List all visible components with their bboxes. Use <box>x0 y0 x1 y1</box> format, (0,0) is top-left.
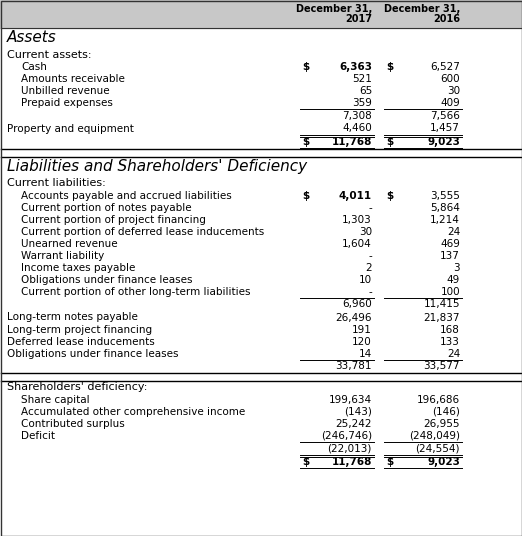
Text: 5,864: 5,864 <box>430 203 460 213</box>
Text: 1,457: 1,457 <box>430 123 460 133</box>
Text: 1,303: 1,303 <box>342 215 372 225</box>
Text: 9,023: 9,023 <box>427 137 460 147</box>
Text: Current portion of other long-term liabilities: Current portion of other long-term liabi… <box>21 287 251 297</box>
Text: 168: 168 <box>440 325 460 335</box>
Text: 199,634: 199,634 <box>329 395 372 405</box>
Text: $: $ <box>302 191 309 201</box>
Text: (246,746): (246,746) <box>321 431 372 441</box>
Text: Current portion of notes payable: Current portion of notes payable <box>21 203 192 213</box>
Text: 409: 409 <box>440 98 460 108</box>
Text: $: $ <box>302 62 309 72</box>
Text: 359: 359 <box>352 98 372 108</box>
Text: 11,768: 11,768 <box>331 137 372 147</box>
Text: 33,577: 33,577 <box>423 361 460 371</box>
Text: 7,566: 7,566 <box>430 110 460 121</box>
Text: 2: 2 <box>365 263 372 273</box>
Text: 600: 600 <box>441 74 460 84</box>
Text: 4,460: 4,460 <box>342 123 372 133</box>
Text: 137: 137 <box>440 251 460 261</box>
Text: Accounts payable and accrued liabilities: Accounts payable and accrued liabilities <box>21 191 232 201</box>
Text: 7,308: 7,308 <box>342 110 372 121</box>
Text: Warrant liability: Warrant liability <box>21 251 104 261</box>
Text: 4,011: 4,011 <box>339 191 372 201</box>
Text: Obligations under finance leases: Obligations under finance leases <box>7 349 179 359</box>
Text: Cash: Cash <box>21 62 47 72</box>
Text: 11,768: 11,768 <box>331 457 372 467</box>
Text: (248,049): (248,049) <box>409 431 460 441</box>
Text: 120: 120 <box>352 337 372 347</box>
Text: 9,023: 9,023 <box>427 457 460 467</box>
Text: 3: 3 <box>454 263 460 273</box>
Text: -: - <box>368 203 372 213</box>
Text: 100: 100 <box>441 287 460 297</box>
Text: 30: 30 <box>447 86 460 96</box>
Text: $: $ <box>302 137 309 147</box>
Text: Long-term project financing: Long-term project financing <box>7 325 152 335</box>
Text: 10: 10 <box>359 275 372 285</box>
Text: 2016: 2016 <box>433 14 460 24</box>
Text: (146): (146) <box>432 407 460 417</box>
Text: Unbilled revenue: Unbilled revenue <box>21 86 110 96</box>
Text: 26,955: 26,955 <box>423 419 460 429</box>
Text: 1,214: 1,214 <box>430 215 460 225</box>
Text: 2017: 2017 <box>345 14 372 24</box>
Text: 6,527: 6,527 <box>430 62 460 72</box>
Text: 11,415: 11,415 <box>423 300 460 309</box>
Text: Assets: Assets <box>7 31 57 46</box>
Text: Shareholders' deficiency:: Shareholders' deficiency: <box>7 383 147 392</box>
Text: (22,013): (22,013) <box>328 443 372 453</box>
Text: Deferred lease inducements: Deferred lease inducements <box>7 337 155 347</box>
Text: Accumulated other comprehensive income: Accumulated other comprehensive income <box>21 407 245 417</box>
Text: $: $ <box>386 137 393 147</box>
Text: Property and equipment: Property and equipment <box>7 123 134 133</box>
Text: Amounts receivable: Amounts receivable <box>21 74 125 84</box>
Text: 30: 30 <box>359 227 372 237</box>
Text: 24: 24 <box>447 349 460 359</box>
Text: 6,960: 6,960 <box>342 300 372 309</box>
Text: $: $ <box>386 457 393 467</box>
Text: 469: 469 <box>440 239 460 249</box>
Text: 26,496: 26,496 <box>336 312 372 323</box>
Text: Current assets:: Current assets: <box>7 49 91 59</box>
Text: -: - <box>368 287 372 297</box>
Text: Long-term notes payable: Long-term notes payable <box>7 312 138 323</box>
Text: Liabilities and Shareholders' Deficiency: Liabilities and Shareholders' Deficiency <box>7 160 307 175</box>
Text: 33,781: 33,781 <box>336 361 372 371</box>
Text: Income taxes payable: Income taxes payable <box>21 263 135 273</box>
Text: (24,554): (24,554) <box>416 443 460 453</box>
Text: Current portion of project financing: Current portion of project financing <box>21 215 206 225</box>
Text: Contributed surplus: Contributed surplus <box>21 419 125 429</box>
Text: (143): (143) <box>344 407 372 417</box>
Text: $: $ <box>302 457 309 467</box>
Text: 1,604: 1,604 <box>342 239 372 249</box>
Text: Current liabilities:: Current liabilities: <box>7 178 106 189</box>
Text: 25,242: 25,242 <box>336 419 372 429</box>
Text: 133: 133 <box>440 337 460 347</box>
Text: 196,686: 196,686 <box>417 395 460 405</box>
Text: December 31,: December 31, <box>384 4 460 14</box>
Text: 191: 191 <box>352 325 372 335</box>
Text: Share capital: Share capital <box>21 395 90 405</box>
Text: 49: 49 <box>447 275 460 285</box>
Text: 24: 24 <box>447 227 460 237</box>
Text: 3,555: 3,555 <box>430 191 460 201</box>
Text: 521: 521 <box>352 74 372 84</box>
Bar <box>0 0 522 28</box>
Text: Unearned revenue: Unearned revenue <box>21 239 117 249</box>
Text: $: $ <box>386 62 393 72</box>
Text: 65: 65 <box>359 86 372 96</box>
Text: Deficit: Deficit <box>21 431 55 441</box>
Text: December 31,: December 31, <box>296 4 372 14</box>
Text: Prepaid expenses: Prepaid expenses <box>21 98 113 108</box>
Text: -: - <box>368 251 372 261</box>
Text: 14: 14 <box>359 349 372 359</box>
Text: 21,837: 21,837 <box>423 312 460 323</box>
Text: Current portion of deferred lease inducements: Current portion of deferred lease induce… <box>21 227 264 237</box>
Text: 6,363: 6,363 <box>339 62 372 72</box>
Text: $: $ <box>386 191 393 201</box>
Text: Obligations under finance leases: Obligations under finance leases <box>21 275 193 285</box>
